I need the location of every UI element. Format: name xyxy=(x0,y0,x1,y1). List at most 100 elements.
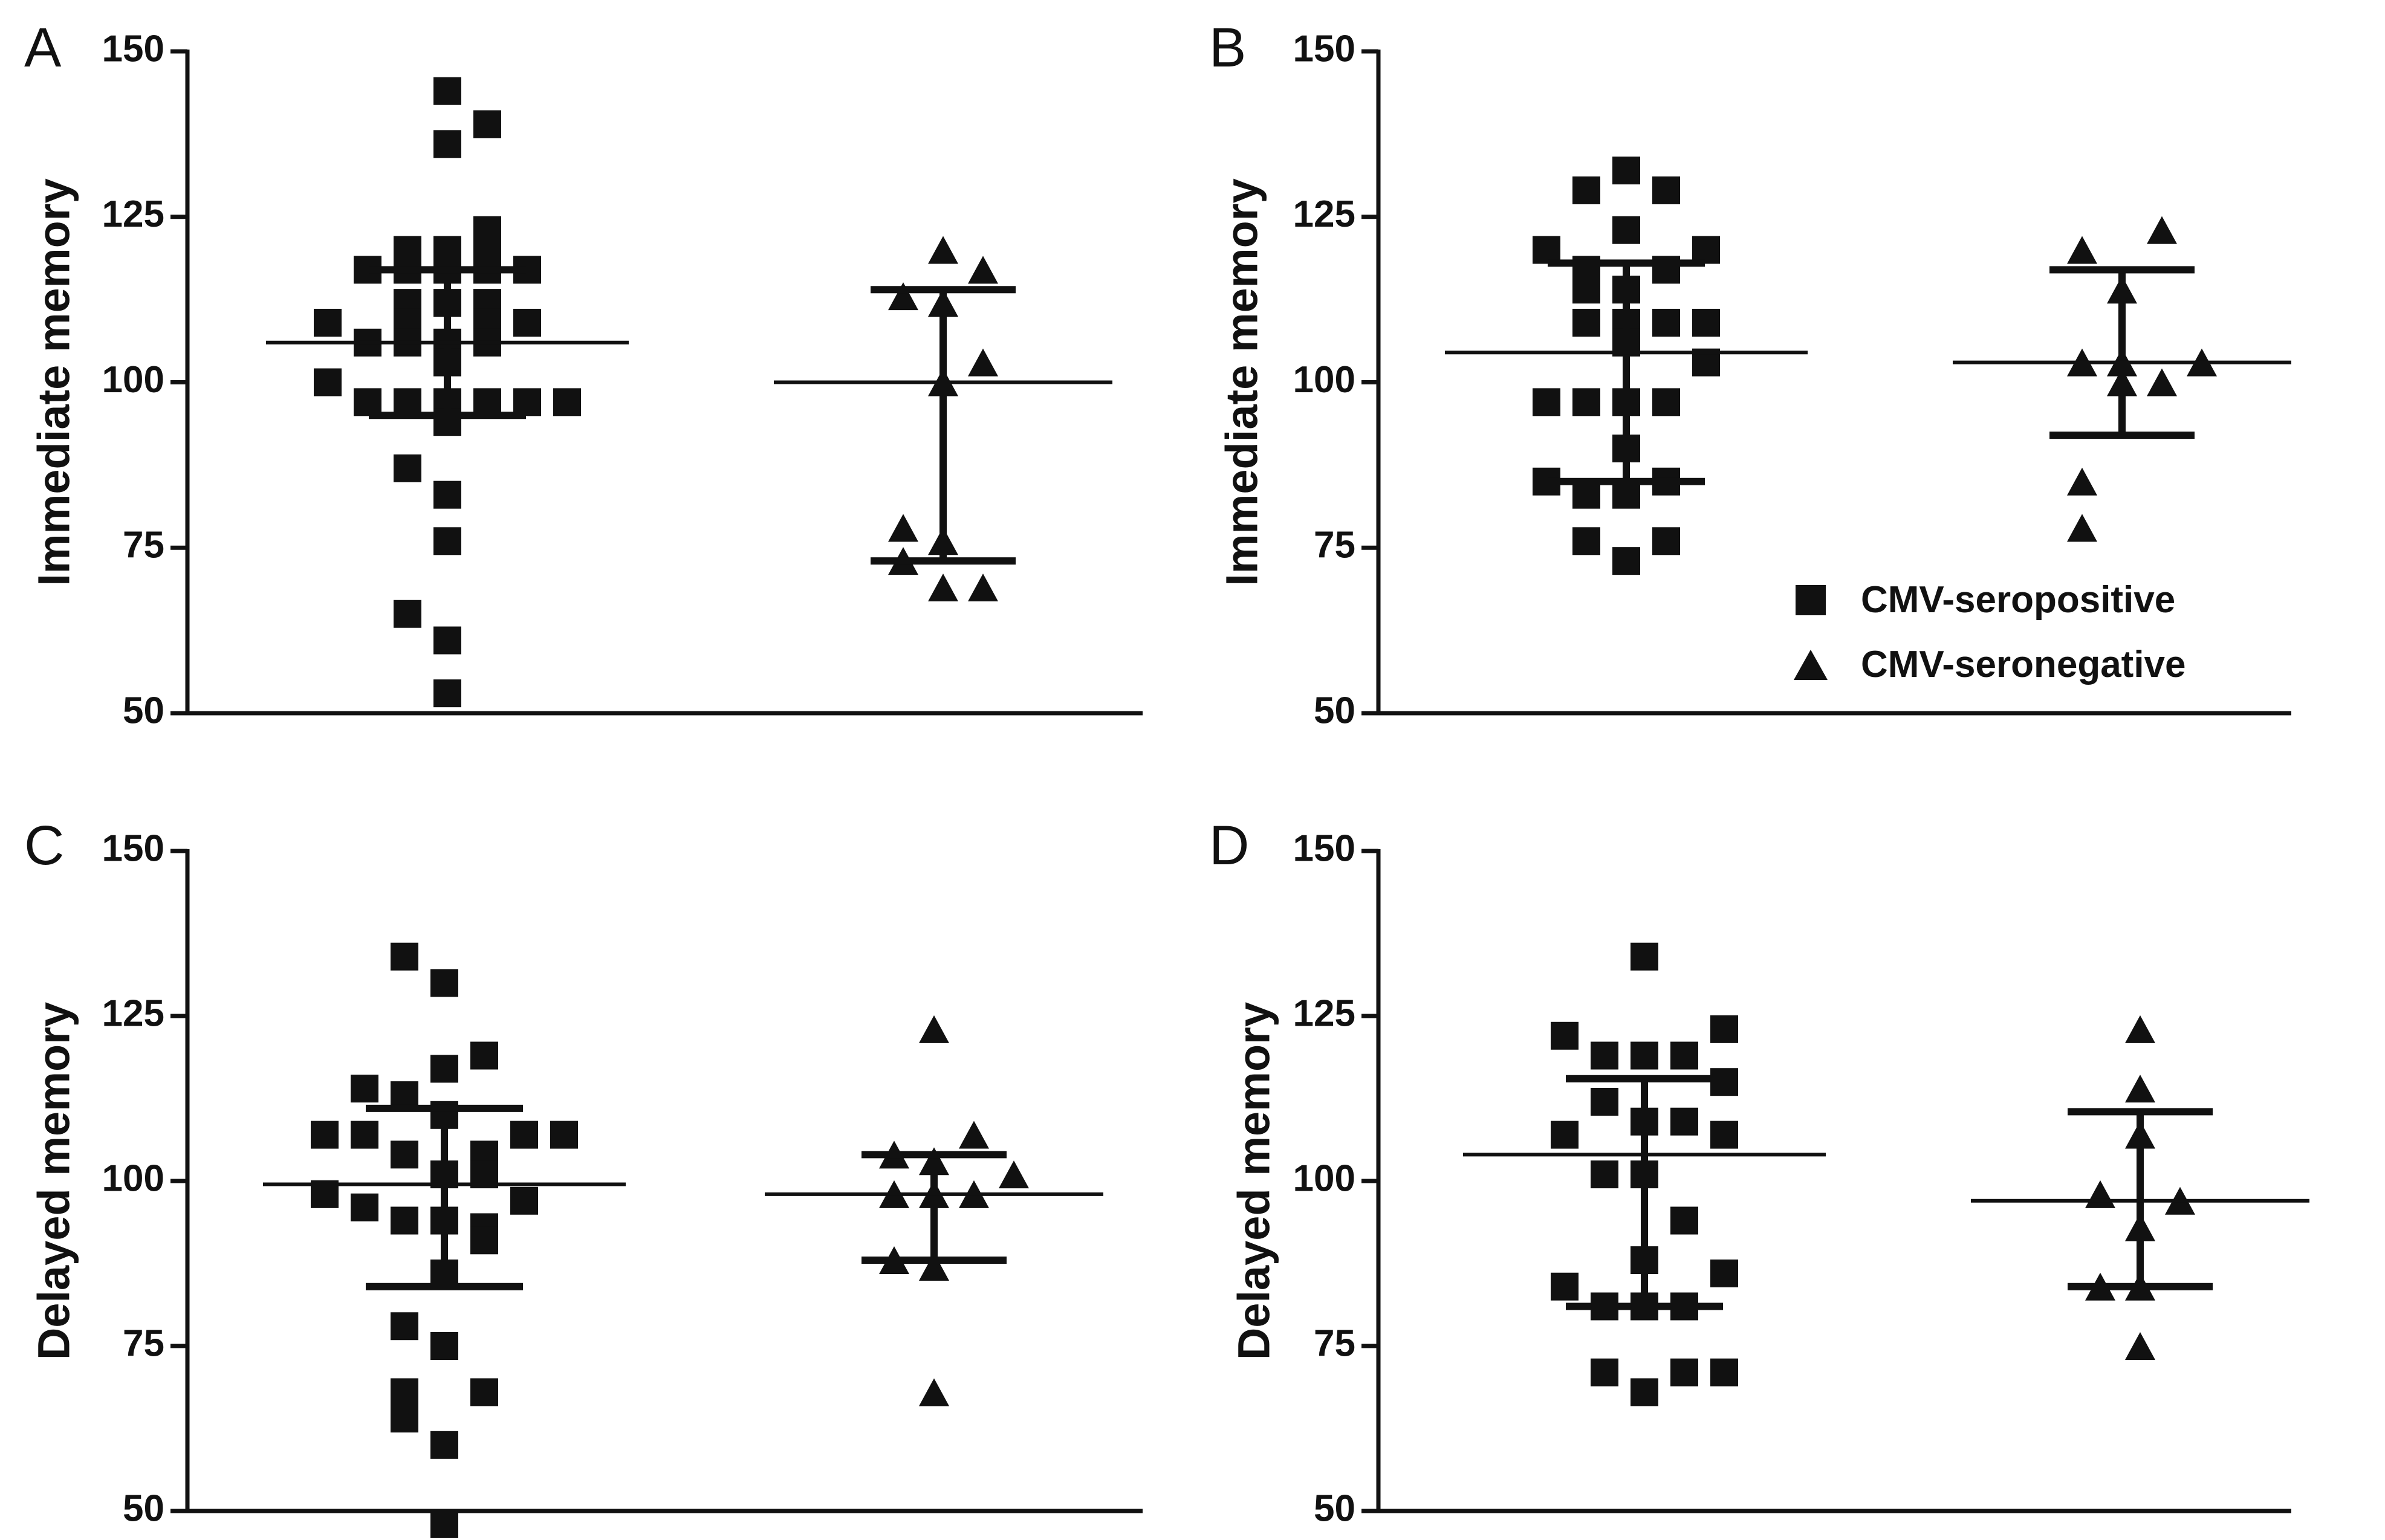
data-point-square xyxy=(1572,388,1600,416)
data-point-triangle xyxy=(968,573,998,601)
data-point-square xyxy=(1710,1259,1738,1287)
data-point-square xyxy=(1631,942,1658,971)
data-point-square xyxy=(391,1378,418,1406)
data-point-square xyxy=(391,1206,418,1235)
group-seronegative xyxy=(1953,216,2291,542)
data-point-square xyxy=(513,308,541,337)
data-point-square xyxy=(433,480,461,509)
data-point-square xyxy=(391,1140,418,1169)
data-point-square xyxy=(1572,480,1600,509)
data-point-square xyxy=(394,600,421,628)
data-point-square xyxy=(553,388,581,416)
data-point-square xyxy=(311,1121,339,1149)
data-point-triangle xyxy=(888,282,918,311)
data-point-square xyxy=(1652,176,1680,204)
data-point-square xyxy=(1670,1041,1698,1070)
data-point-square xyxy=(1551,1121,1579,1149)
data-point-square xyxy=(1670,1107,1698,1136)
data-point-triangle xyxy=(959,1121,989,1149)
data-point-triangle xyxy=(919,1015,949,1043)
y-tick-label: 100 xyxy=(102,1157,164,1199)
data-point-square xyxy=(430,1055,458,1083)
panels: A Immediate memory 50 75 100 125 150 B Immediate… xyxy=(24,17,2309,1538)
y-tick-label: 75 xyxy=(1314,525,1355,566)
group-seropositive xyxy=(1463,942,1826,1406)
data-point-square xyxy=(354,388,381,416)
data-point-triangle xyxy=(2085,1180,2115,1208)
data-point-square xyxy=(351,1193,378,1221)
data-point-square xyxy=(1710,1358,1738,1386)
data-point-square xyxy=(1572,308,1600,337)
data-point-square xyxy=(1710,1121,1738,1149)
panel-letter: A xyxy=(24,17,62,79)
y-tick-label: 100 xyxy=(1293,359,1355,401)
y-tick-label: 75 xyxy=(123,525,164,566)
group-seronegative xyxy=(765,1015,1103,1406)
y-tick-label: 50 xyxy=(123,690,164,731)
y-tick-label: 100 xyxy=(102,359,164,401)
y-tick-label: 125 xyxy=(1293,193,1355,235)
data-point-square xyxy=(1572,176,1600,204)
y-tick-label: 50 xyxy=(1314,690,1355,731)
data-point-square xyxy=(430,1510,458,1538)
data-point-square xyxy=(391,942,418,971)
y-tick-label: 50 xyxy=(1314,1487,1355,1529)
data-point-square xyxy=(1533,236,1560,264)
data-point-square xyxy=(351,1075,378,1103)
data-point-square xyxy=(510,1186,538,1215)
data-point-square xyxy=(394,388,421,416)
y-tick-label: 125 xyxy=(102,992,164,1034)
y-tick-label: 150 xyxy=(102,28,164,70)
data-point-triangle xyxy=(2067,236,2097,264)
data-point-square xyxy=(513,388,541,416)
data-point-square xyxy=(391,1081,418,1110)
panel-letter: B xyxy=(1209,17,1246,79)
data-point-square xyxy=(391,1405,418,1433)
data-point-square xyxy=(1631,1041,1658,1070)
y-axis-title: Immediate memory xyxy=(29,178,79,586)
y-tick-label: 150 xyxy=(1293,28,1355,70)
data-point-square xyxy=(1670,1206,1698,1235)
data-point-square xyxy=(1692,236,1720,264)
data-point-square xyxy=(1652,527,1680,555)
data-point-square xyxy=(433,527,461,555)
y-tick-label: 125 xyxy=(102,193,164,235)
y-axis-title: Delayed memory xyxy=(1229,1002,1279,1360)
data-point-triangle xyxy=(2147,368,2177,396)
data-point-triangle xyxy=(2067,467,2097,496)
legend-triangle-marker xyxy=(1794,650,1828,680)
data-point-triangle xyxy=(928,573,958,601)
panel-b: B Immediate memory 50 75 100 125 150 xyxy=(1209,17,2291,731)
data-point-square xyxy=(1551,1021,1579,1050)
data-point-square xyxy=(473,110,501,138)
data-point-square xyxy=(1591,1087,1618,1116)
data-point-square xyxy=(550,1121,578,1149)
group-seropositive xyxy=(1445,157,1808,575)
data-point-square xyxy=(433,679,461,708)
data-point-square xyxy=(430,969,458,997)
group-seronegative xyxy=(1971,1015,2309,1360)
panel-letter: D xyxy=(1209,815,1249,876)
data-point-square xyxy=(314,368,342,396)
data-point-square xyxy=(433,626,461,655)
group-seropositive xyxy=(263,942,626,1538)
group-seropositive xyxy=(266,77,629,708)
data-point-triangle xyxy=(2125,1075,2155,1103)
y-tick-label: 75 xyxy=(1314,1322,1355,1364)
legend-square-marker xyxy=(1796,585,1826,615)
data-point-square xyxy=(1631,1378,1658,1406)
data-point-square xyxy=(1591,1358,1618,1386)
data-point-square xyxy=(351,1121,378,1149)
y-tick-label: 150 xyxy=(102,827,164,869)
data-point-square xyxy=(1551,1272,1579,1301)
panel-letter: C xyxy=(24,815,64,876)
y-axis-title: Immediate memory xyxy=(1217,178,1267,586)
legend-label-seropositive: CMV-seropositive xyxy=(1861,579,2175,621)
y-tick-label: 100 xyxy=(1293,1157,1355,1199)
data-point-square xyxy=(314,308,342,337)
data-point-square xyxy=(430,1332,458,1360)
data-point-square xyxy=(1670,1358,1698,1386)
data-point-square xyxy=(510,1121,538,1149)
data-point-square xyxy=(1710,1015,1738,1043)
data-point-triangle xyxy=(999,1160,1029,1189)
